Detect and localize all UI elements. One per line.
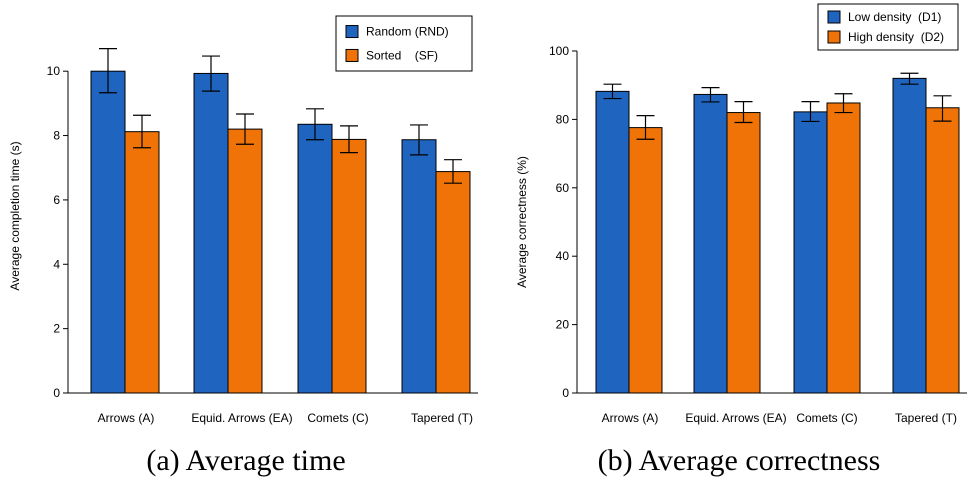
legend-swatch	[827, 30, 841, 44]
x-category-label: Equid. Arrows (EA)	[191, 411, 292, 425]
legend-swatch	[345, 25, 359, 39]
bar	[227, 128, 263, 394]
y-axis-label: Average completion time (s)	[8, 141, 22, 290]
legend-box	[335, 15, 473, 72]
legend-box	[817, 3, 959, 51]
legend-label: Low density (D1)	[848, 10, 941, 24]
x-category-label: Arrows (A)	[98, 411, 155, 425]
bar	[726, 112, 761, 394]
x-category-label: Equid. Arrows (EA)	[685, 411, 786, 425]
bar	[297, 123, 333, 394]
y-tick-label: 10	[47, 64, 61, 78]
y-tick-label: 0	[562, 386, 569, 400]
legend-swatch	[345, 48, 359, 62]
legend-label: Sorted (SF)	[366, 48, 438, 62]
bar	[124, 131, 160, 394]
legend-label: Random (RND)	[366, 25, 449, 39]
y-tick-label: 4	[53, 257, 60, 271]
figure-caption: (a) Average time	[146, 444, 345, 477]
y-axis-label: Average correctness (%)	[515, 156, 529, 288]
y-tick-label: 100	[549, 44, 569, 58]
y-tick-label: 0	[53, 386, 60, 400]
bar	[793, 111, 828, 394]
chart-average-time: 0 2 4 6 8 10 Average completion time (s) Arrows…	[8, 15, 478, 477]
bar	[595, 90, 630, 394]
legend-swatch	[827, 10, 841, 24]
y-tick-label: 20	[556, 318, 570, 332]
y-tick-label: 40	[556, 249, 570, 263]
bar	[193, 72, 229, 394]
x-category-label: Comets (C)	[796, 411, 857, 425]
bar	[693, 93, 728, 394]
x-category-label: Comets (C)	[307, 411, 368, 425]
y-tick-label: 8	[53, 129, 60, 143]
bar	[925, 107, 960, 394]
bar	[826, 102, 861, 394]
bar	[401, 139, 437, 394]
bar	[628, 127, 663, 394]
bar	[331, 138, 367, 394]
chart-average-correctness: 0 20 40 60 80 100 Average correctness (%) Arrow…	[515, 3, 967, 477]
y-tick-label: 60	[556, 181, 570, 195]
y-tick-label: 6	[53, 193, 60, 207]
bar	[435, 171, 471, 394]
y-tick-label: 2	[53, 322, 60, 336]
figure-caption: (b) Average correctness	[598, 444, 881, 477]
x-category-label: Tapered (T)	[895, 411, 957, 425]
bar	[892, 77, 927, 394]
x-category-label: Arrows (A)	[602, 411, 659, 425]
x-category-label: Tapered (T)	[411, 411, 473, 425]
legend-label: High density (D2)	[848, 30, 944, 44]
y-tick-label: 80	[556, 112, 570, 126]
bar	[90, 70, 126, 394]
